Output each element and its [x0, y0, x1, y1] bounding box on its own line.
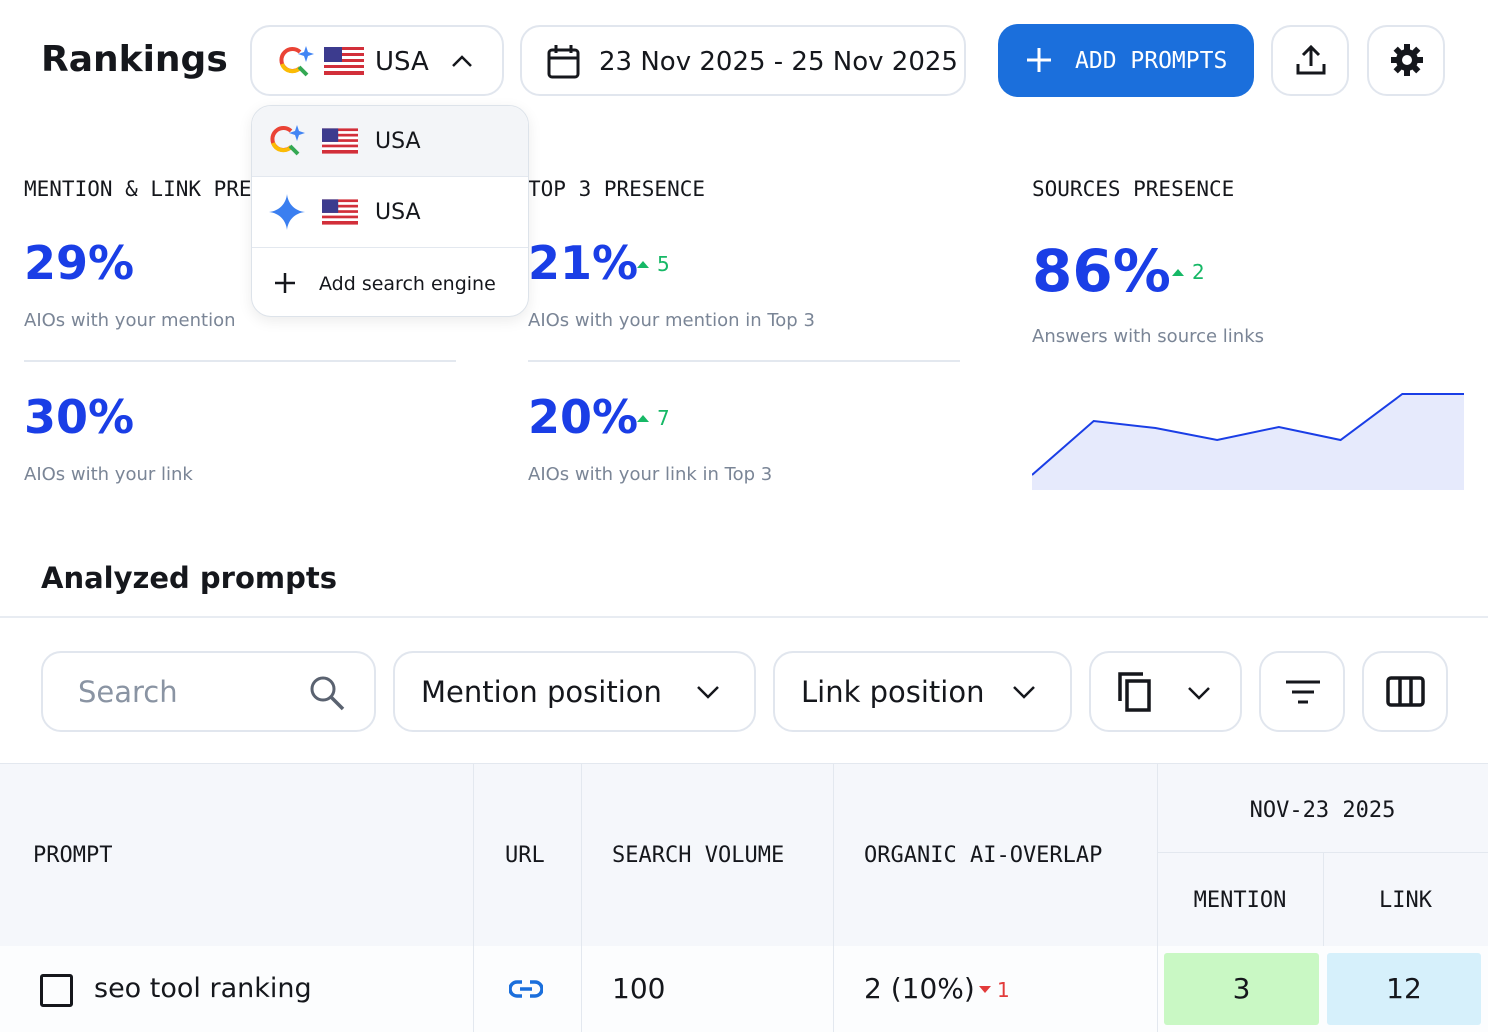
overlap-value: 2 (10%)	[864, 972, 975, 1005]
trend-area	[1032, 394, 1464, 490]
gear-icon	[1391, 44, 1423, 76]
filter-icon	[1286, 680, 1320, 704]
divider	[528, 360, 960, 362]
metric-caption: Answers with source links	[1032, 326, 1265, 347]
filter-label: Mention position	[421, 675, 662, 709]
column-divider	[1323, 853, 1324, 946]
upload-icon	[1296, 44, 1326, 75]
table-header	[0, 763, 1488, 947]
mention-value: 3	[1232, 972, 1251, 1005]
copy-icon	[1118, 672, 1151, 712]
columns-button[interactable]	[1362, 651, 1448, 732]
column-divider	[1157, 764, 1158, 1032]
add-prompts-label: ADD PROMPTS	[1075, 48, 1228, 74]
engine-selector[interactable]: USA	[250, 25, 504, 96]
engine-label: USA	[375, 47, 429, 77]
divider	[1157, 852, 1488, 853]
column-divider	[473, 764, 474, 1032]
metric-caption: AIOs with your mention	[24, 310, 236, 331]
metric-caption: AIOs with your mention in Top 3	[528, 310, 815, 331]
column-header: ORGANIC AI-OVERLAP	[864, 843, 1103, 868]
metric-caption: AIOs with your link	[24, 464, 193, 485]
search-icon	[310, 676, 345, 711]
option-label: USA	[375, 129, 421, 154]
link-value: 12	[1386, 972, 1422, 1005]
metric-title: TOP 3 PRESENCE	[528, 177, 706, 201]
search-input[interactable]: Search	[41, 651, 376, 732]
dropdown-option[interactable]: USA	[252, 106, 528, 177]
up-arrow	[637, 261, 649, 268]
filter-label: Link position	[801, 675, 985, 709]
overlap-delta: 1	[997, 978, 1010, 1002]
divider	[0, 616, 1488, 618]
chevron-down	[697, 686, 719, 699]
date-range-picker[interactable]: 23 Nov 2025 - 25 Nov 2025	[520, 25, 966, 96]
link-position-filter[interactable]: Link position	[773, 651, 1072, 732]
chevron-up	[452, 55, 472, 67]
us-flag	[322, 128, 358, 154]
metric-value: 29%	[24, 236, 135, 290]
metric-value: 20%	[528, 390, 639, 444]
columns-icon	[1386, 676, 1425, 707]
column-header: MENTION	[1193, 888, 1287, 913]
column-header: PROMPT	[33, 843, 113, 868]
column-header: SEARCH VOLUME	[612, 843, 785, 868]
metric-value: 86%	[1032, 237, 1171, 305]
metric-value: 21%	[528, 236, 639, 290]
date-group-header: NOV-23 2025	[1249, 798, 1396, 823]
add-engine-option[interactable]: Add search engine	[252, 248, 528, 316]
metric-delta: 7	[657, 406, 670, 430]
gemini-icon	[269, 194, 305, 230]
add-engine-label: Add search engine	[319, 273, 496, 295]
plus-icon	[275, 273, 295, 293]
trend-line	[1032, 393, 1464, 476]
date-range-label: 23 Nov 2025 - 25 Nov 2025	[599, 47, 958, 77]
copy-menu-button[interactable]	[1089, 651, 1242, 732]
engine-dropdown: USA USA Add search engine	[251, 105, 529, 317]
export-button[interactable]	[1271, 25, 1349, 96]
down-arrow	[979, 986, 991, 993]
dropdown-option[interactable]: USA	[252, 177, 528, 248]
metric-caption: AIOs with your link in Top 3	[528, 464, 773, 485]
row-checkbox[interactable]	[40, 974, 73, 1007]
metric-value: 30%	[24, 390, 135, 444]
column-divider	[581, 764, 582, 1032]
prompt-text: seo tool ranking	[94, 973, 312, 1004]
column-header: URL	[505, 843, 545, 868]
search-volume: 100	[612, 972, 666, 1005]
metric-delta: 5	[657, 252, 670, 276]
up-arrow	[637, 415, 649, 422]
metric-delta: 2	[1192, 260, 1205, 284]
metric-title: MENTION & LINK PRESENCE	[24, 177, 315, 201]
sources-trend-chart	[1032, 393, 1464, 490]
mention-cell: 3	[1164, 953, 1319, 1025]
column-header: LINK	[1379, 888, 1432, 913]
filter-button[interactable]	[1259, 651, 1345, 732]
plus-icon	[1027, 48, 1051, 72]
chevron-down	[1188, 687, 1210, 700]
link-icon[interactable]	[509, 978, 543, 1000]
google-ai-icon	[279, 46, 314, 77]
page-title: Rankings	[41, 39, 228, 80]
search-placeholder: Search	[78, 675, 178, 709]
option-label: USA	[375, 200, 421, 225]
add-prompts-button[interactable]: ADD PROMPTS	[998, 24, 1254, 97]
up-arrow	[1172, 269, 1184, 276]
metric-title: SOURCES PRESENCE	[1032, 177, 1235, 201]
section-title: Analyzed prompts	[41, 561, 337, 595]
google-ai-icon	[270, 125, 305, 156]
calendar-icon	[547, 45, 580, 79]
us-flag	[324, 47, 364, 75]
chevron-down	[1013, 686, 1035, 699]
us-flag	[322, 199, 358, 225]
link-cell: 12	[1327, 953, 1481, 1025]
settings-button[interactable]	[1367, 25, 1445, 96]
mention-position-filter[interactable]: Mention position	[393, 651, 756, 732]
column-divider	[833, 764, 834, 1032]
divider	[24, 360, 456, 362]
